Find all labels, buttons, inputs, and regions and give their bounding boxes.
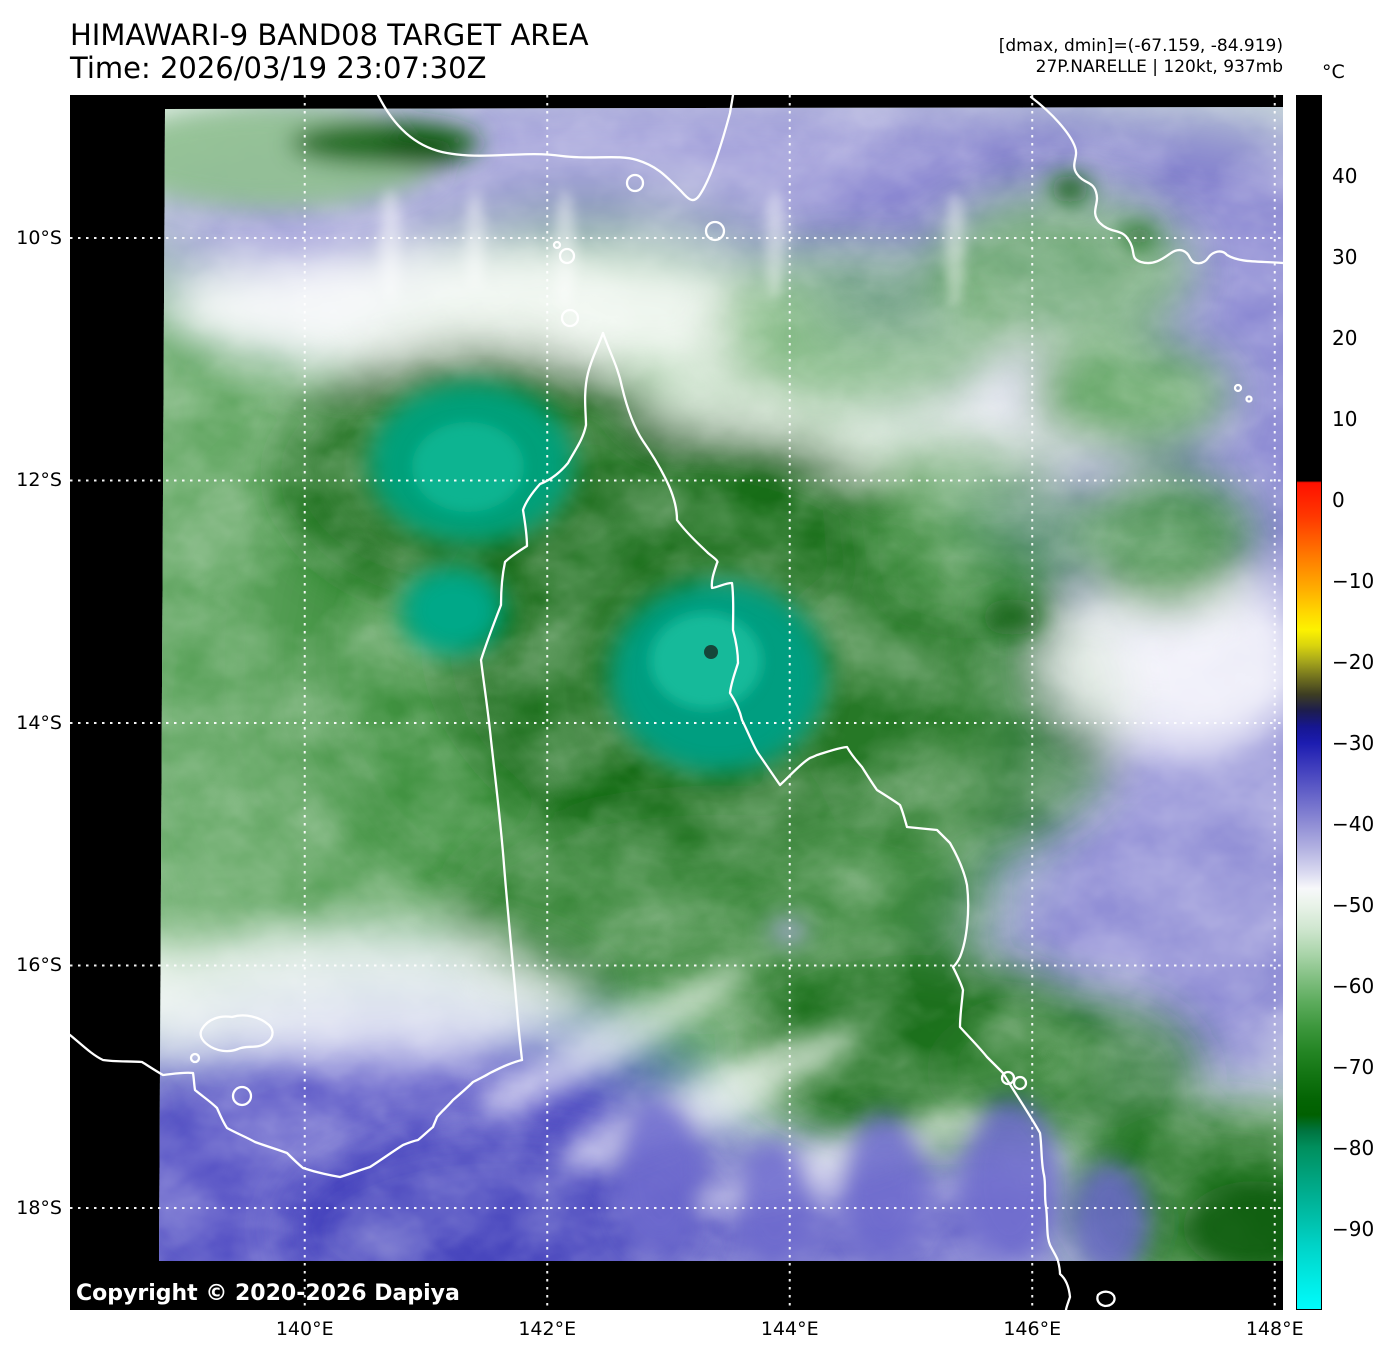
island-reef-2: [1245, 395, 1253, 403]
colorbar-tick-label: −70: [1332, 1055, 1375, 1079]
lat-axis-label: 18°S: [16, 1196, 62, 1219]
colorbar-unit-label: °C: [1322, 61, 1345, 83]
header-right-block: [dmax, dmin]=(-67.159, -84.919) 27P.NARE…: [999, 36, 1283, 78]
coastline-png-south: [376, 95, 735, 202]
header-title-block: HIMAWARI-9 BAND08 TARGET AREA Time: 2026…: [70, 18, 589, 85]
colorbar-tick-label: 30: [1332, 245, 1358, 269]
lon-axis-label: 140°E: [275, 1318, 334, 1340]
island-torres-3: [552, 240, 562, 250]
lake-1: [1000, 1070, 1016, 1086]
lat-axis-label: 16°S: [16, 954, 62, 977]
island-small-2: [189, 1052, 201, 1064]
colorbar-tick-label: −20: [1332, 650, 1375, 674]
colorbar-tick-label: −60: [1332, 974, 1375, 998]
lat-axis-label: 12°S: [16, 469, 62, 492]
coastline-cape-york-west: [479, 331, 605, 1062]
island-torres-2: [560, 308, 580, 328]
copyright-label: Copyright © 2020-2026 Dapiya: [76, 1281, 460, 1306]
island-small-1: [231, 1085, 253, 1107]
lat-axis-label: 14°S: [16, 711, 62, 734]
satellite-data-layer: [159, 107, 1283, 1261]
colorbar-tick-label: −30: [1332, 731, 1375, 755]
gridline-layer: [70, 95, 1283, 1310]
colorbar-tick-label: −40: [1332, 812, 1375, 836]
lat-axis-label: 10°S: [16, 226, 62, 249]
colorbar-tick-label: −80: [1332, 1136, 1375, 1160]
island-wellesley: [199, 1014, 274, 1053]
storm-info: 27P.NARELLE | 120kt, 937mb: [1035, 57, 1283, 77]
lon-axis-label: 146°E: [1003, 1318, 1062, 1340]
coastline-layer: [70, 95, 1283, 1310]
satellite-image-canvas: [70, 95, 1283, 1310]
colorbar-tick-label: 0: [1332, 488, 1345, 512]
colorbar-tick-label: 20: [1332, 326, 1358, 350]
colorbar-tick-label: −50: [1332, 893, 1375, 917]
island-reef-1: [1233, 383, 1243, 393]
island-torres-1: [558, 247, 576, 265]
satellite-map: Copyright © 2020-2026 Dapiya: [70, 95, 1283, 1310]
island-bottom: [1096, 1290, 1116, 1308]
page-title: HIMAWARI-9 BAND08 TARGET AREA: [70, 18, 589, 52]
colorbar-tick-label: 40: [1332, 164, 1358, 188]
lon-axis-label: 148°E: [1245, 1318, 1304, 1340]
island-png-2: [704, 220, 726, 242]
cyclone-eye: [704, 645, 718, 659]
colorbar-tick-label: −10: [1332, 569, 1375, 593]
coastline-png-east: [1029, 95, 1283, 265]
colorbar: [1296, 95, 1322, 1310]
lon-axis-label: 142°E: [518, 1318, 577, 1340]
coastline-gulf-south: [70, 1033, 524, 1179]
timestamp: Time: 2026/03/19 23:07:30Z: [70, 51, 487, 85]
colorbar-tick-label: 10: [1332, 407, 1358, 431]
dmax-dmin-readout: [dmax, dmin]=(-67.159, -84.919): [998, 36, 1283, 56]
lon-axis-label: 144°E: [760, 1318, 819, 1340]
colorbar-tick-label: −90: [1332, 1217, 1375, 1241]
island-png-1: [625, 173, 645, 193]
lake-2: [1012, 1075, 1028, 1091]
cloud-detail-layer: [159, 107, 1283, 1261]
coastline-cape-york-east: [601, 331, 1072, 1310]
